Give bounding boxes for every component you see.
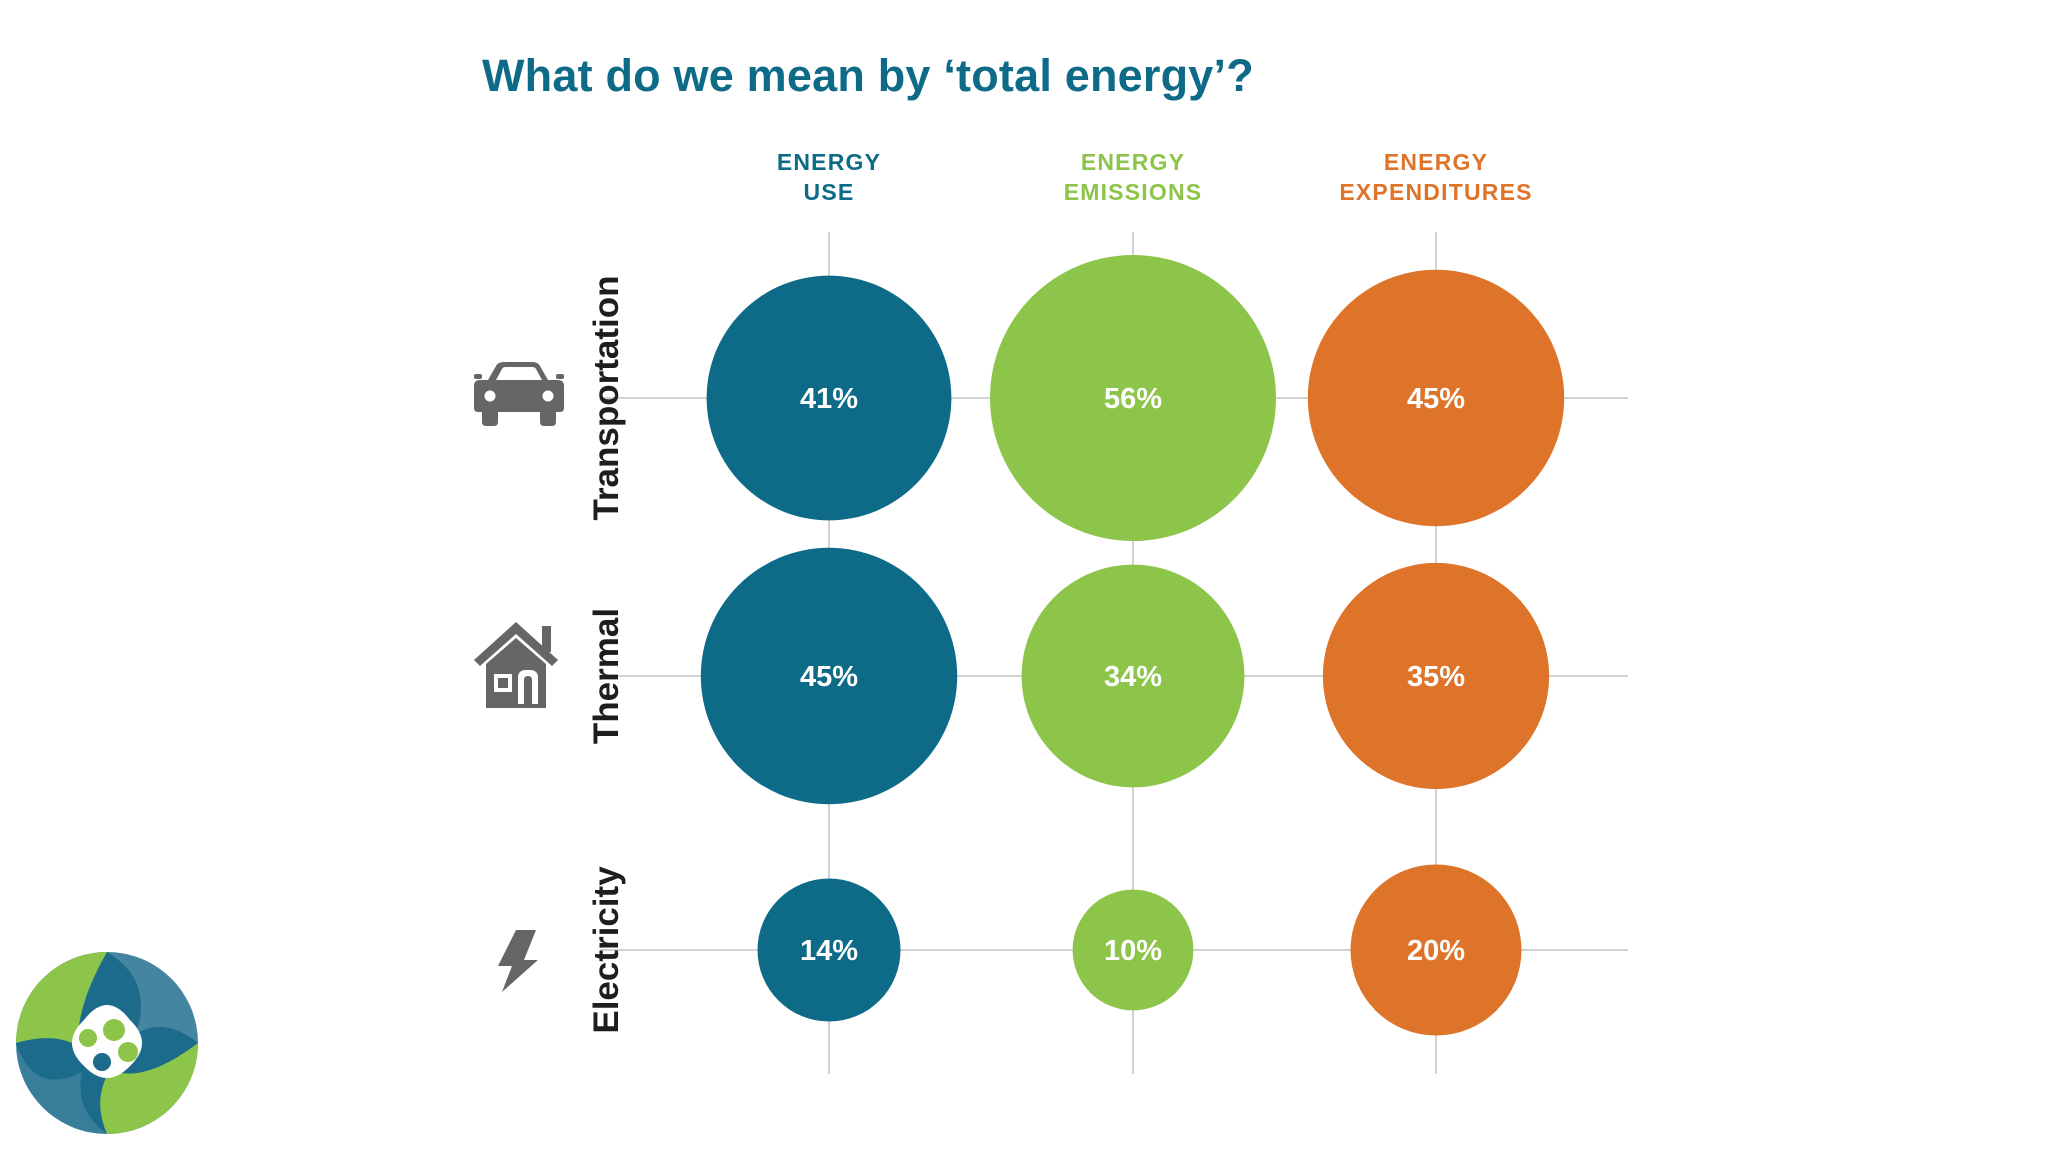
bubble-emissions-transportation bbox=[990, 255, 1276, 541]
row-labels: Transportation Thermal Electricity bbox=[587, 275, 626, 1033]
bubble-value-label: 45% bbox=[800, 661, 858, 693]
row-label-thermal: Thermal bbox=[587, 608, 626, 744]
bubble-expenditures-transportation bbox=[1307, 269, 1565, 527]
bubble-value-label: 56% bbox=[1104, 383, 1162, 415]
car-icon bbox=[474, 362, 564, 426]
bubble-expenditures-electricity bbox=[1350, 864, 1522, 1036]
house-icon bbox=[474, 622, 558, 708]
bubble-value-label: 14% bbox=[800, 935, 858, 967]
bubble-value-label: 34% bbox=[1104, 661, 1162, 693]
bubble-emissions-electricity bbox=[1072, 889, 1194, 1011]
bubble-value-label: 20% bbox=[1407, 935, 1465, 967]
bubble-value-label: 41% bbox=[800, 383, 858, 415]
row-icons bbox=[474, 362, 564, 992]
bubbles: 41% 56% 45% 45% 34% 35% 14% 10% 20% bbox=[700, 255, 1565, 1036]
bubble-value-label: 35% bbox=[1407, 661, 1465, 693]
column-header-emissions: ENERGY bbox=[1081, 149, 1185, 175]
bubble-expenditures-thermal bbox=[1322, 562, 1550, 790]
organization-logo-icon bbox=[16, 952, 198, 1134]
column-headers: ENERGY USE ENERGY EMISSIONS ENERGY EXPENDITUR… bbox=[777, 149, 1532, 205]
column-header-use: USE bbox=[804, 179, 855, 205]
bubble-use-electricity bbox=[757, 878, 901, 1022]
row-label-transportation: Transportation bbox=[587, 275, 626, 520]
lightning-bolt-icon bbox=[498, 930, 538, 992]
row-label-electricity: Electricity bbox=[587, 866, 626, 1034]
bubble-value-label: 45% bbox=[1407, 383, 1465, 415]
bubble-emissions-thermal bbox=[1021, 564, 1245, 788]
page-title: What do we mean by ‘total energy’? bbox=[482, 50, 1254, 101]
bubble-use-transportation bbox=[706, 275, 952, 521]
bubble-value-label: 10% bbox=[1104, 935, 1162, 967]
column-header-use: ENERGY bbox=[777, 149, 881, 175]
column-header-emissions: EMISSIONS bbox=[1064, 179, 1203, 205]
column-header-expenditures: EXPENDITURES bbox=[1339, 179, 1532, 205]
column-header-expenditures: ENERGY bbox=[1384, 149, 1488, 175]
bubble-use-thermal bbox=[700, 547, 958, 805]
